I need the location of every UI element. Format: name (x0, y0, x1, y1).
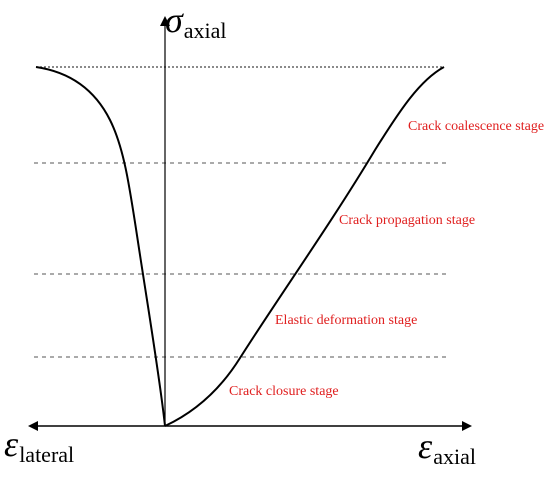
epsilon-axial-symbol: ε (418, 426, 433, 466)
stage-label-crack-coalescence: Crack coalescence stage (408, 119, 545, 134)
stage-label-crack-propagation: Crack propagation stage (339, 213, 476, 228)
lateral-strain-subscript: lateral (19, 442, 75, 467)
axial-strain-axis-label: εaxial (418, 426, 476, 468)
lateral-strain-axis-label: εlateral (4, 424, 74, 466)
axial-stress-subscript: axial (183, 18, 227, 43)
epsilon-lateral-symbol: ε (4, 424, 19, 464)
stage-label-crack-closure: Crack closure stage (229, 384, 339, 399)
stage-label-elastic-deformation: Elastic deformation stage (275, 313, 418, 328)
sigma-symbol: σ (165, 0, 183, 40)
lateral-strain-curve (35, 66, 166, 427)
axial-stress-axis-label: σaxial (165, 0, 227, 42)
axial-strain-curve (164, 66, 445, 427)
axial-strain-subscript: axial (433, 444, 476, 469)
